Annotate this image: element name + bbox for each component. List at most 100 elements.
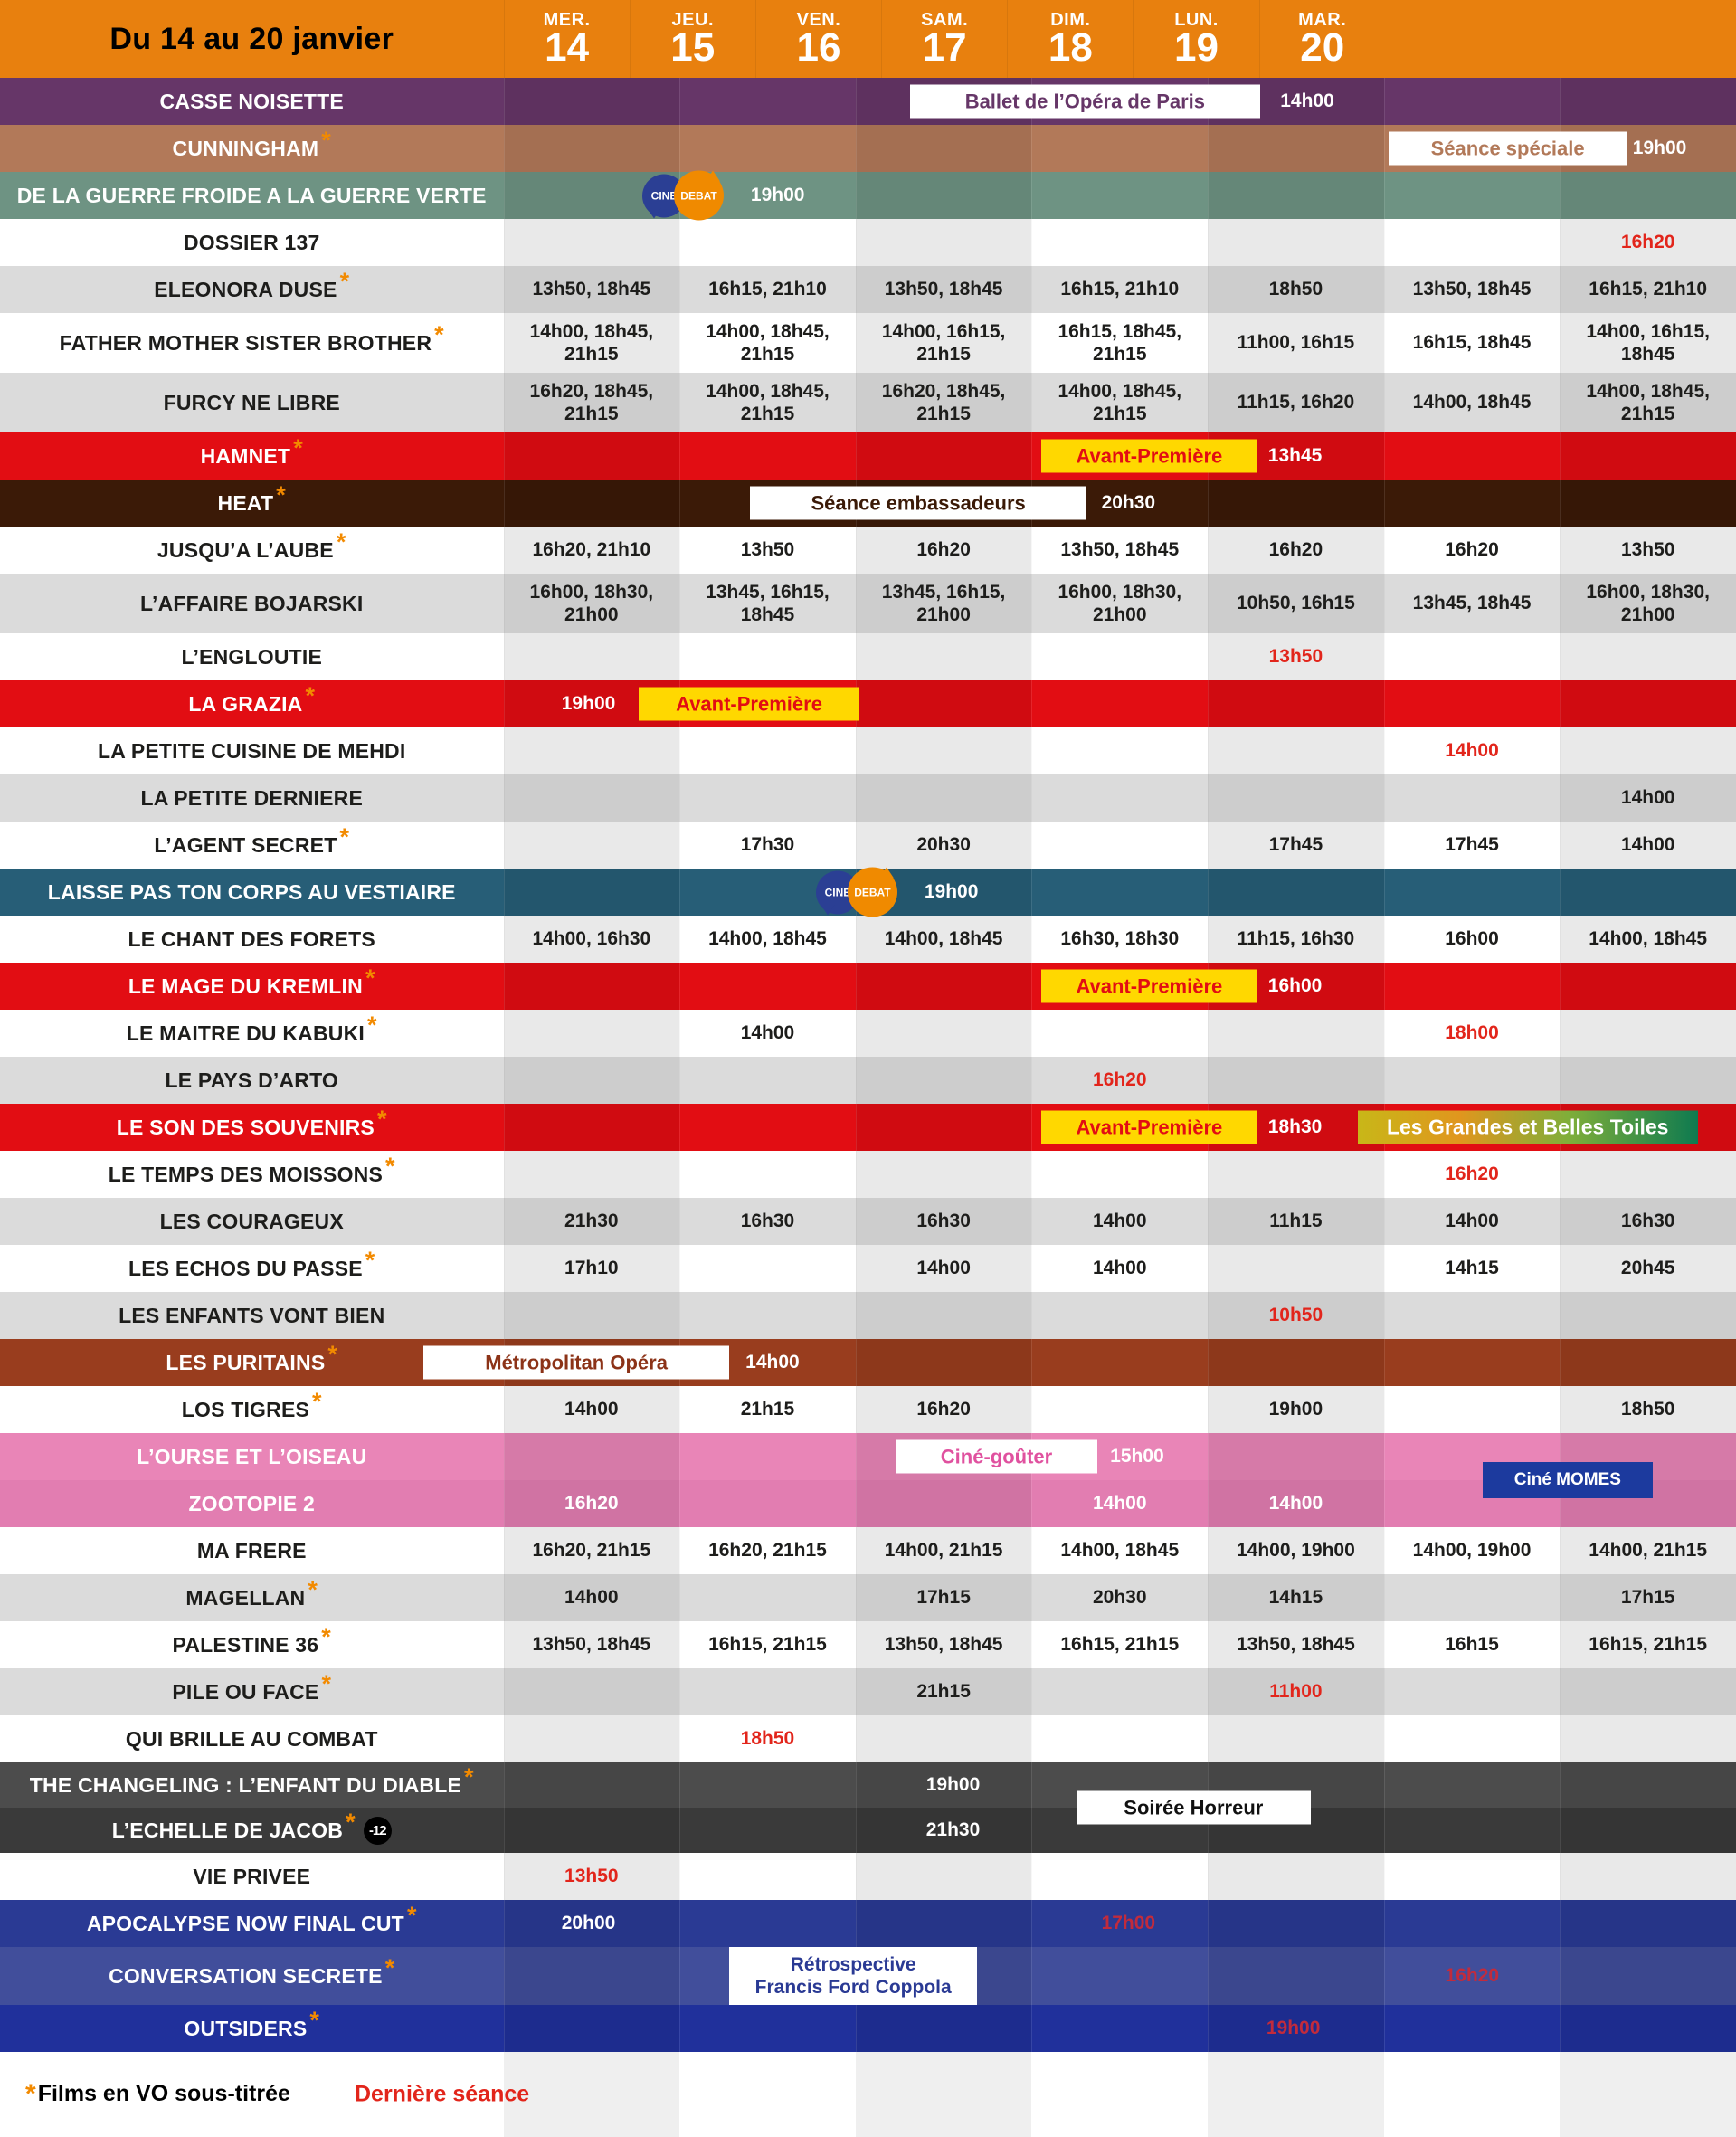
day-column [855, 1386, 1032, 1433]
day-number: 16 [796, 25, 841, 71]
footer-column-band [1208, 2052, 1384, 2137]
showtime-cell: 16h30, 18h30 [1060, 928, 1180, 950]
day-column [855, 1057, 1032, 1104]
day-column [1560, 78, 1736, 125]
showtime-cell: 16h20, 18h45, 21h15 [529, 380, 654, 424]
day-column [1031, 1668, 1208, 1715]
showtime: 14h00 [745, 1352, 800, 1372]
showtime-cell: 14h00, 16h15, 18h45 [1586, 320, 1710, 365]
day-column [1560, 313, 1736, 373]
showtime-cell: 16h00 [1445, 928, 1499, 950]
day-label: MAR. [1298, 10, 1347, 31]
day-column [1560, 1339, 1736, 1386]
movie-title: VIE PRIVEE [0, 1853, 504, 1900]
showtime-cell: 14h00, 18h45 [1589, 928, 1708, 950]
showtime-cell: 14h00 [564, 1399, 619, 1420]
day-column [503, 1480, 680, 1527]
day-column [1031, 1808, 1208, 1853]
movie-row: HEAT * Séance embassadeurs 20h30 [0, 480, 1736, 527]
day-column [1383, 2005, 1561, 2052]
day-column [503, 1947, 680, 2005]
movie-title-text: HEAT [217, 490, 274, 515]
showtime: 19h00 [925, 1774, 981, 1795]
showtime-cell: 16h15, 21h10 [1589, 279, 1708, 300]
day-column [1031, 963, 1208, 1010]
day-column [679, 1292, 856, 1339]
day-column [1560, 1853, 1736, 1900]
day-column [1560, 527, 1736, 574]
day-column [679, 1853, 856, 1900]
showtime-cell: 16h15, 21h10 [708, 279, 827, 300]
day-column [1560, 1151, 1736, 1198]
movie-row: CASSE NOISETTE Ballet de l’Opéra de Paris… [0, 78, 1736, 125]
day-column [1208, 822, 1384, 869]
day-column [1383, 1762, 1561, 1808]
day-column [679, 219, 856, 266]
day-column [1031, 774, 1208, 822]
day-column [503, 1853, 680, 1900]
movie-row: PILE OU FACE * 21h15 11h00 [0, 1668, 1736, 1715]
event-badge: Avant-Première [1041, 969, 1257, 1003]
day-column [1383, 1808, 1561, 1853]
movie-title: FURCY NE LIBRE [0, 373, 504, 432]
day-column [679, 432, 856, 480]
movie-title: DE LA GUERRE FROIDE A LA GUERRE VERTE [0, 172, 504, 219]
movie-row: CONVERSATION SECRETE * Rétrospective Franc… [0, 1947, 1736, 2005]
day-column [855, 1151, 1032, 1198]
day-column [1560, 1621, 1736, 1668]
day-column [1560, 432, 1736, 480]
day-column [679, 869, 856, 916]
day-column [503, 1386, 680, 1433]
day-column [855, 1010, 1032, 1057]
movie-title-text: ZOOTOPIE 2 [188, 1491, 316, 1515]
showtime-cell: 14h00 [916, 1258, 971, 1279]
rating-12-icon: -12 [363, 1816, 392, 1845]
movie-title-text: HAMNET [200, 443, 291, 468]
day-column [1031, 1900, 1208, 1947]
showtime-cell: 17h45 [1268, 834, 1323, 856]
movie-title: DOSSIER 137 [0, 219, 504, 266]
showtime-cell: 16h20 [1620, 232, 1675, 253]
day-label: SAM. [921, 10, 969, 31]
day-column [679, 1808, 856, 1853]
showtime-cell: 14h00, 16h30 [532, 928, 651, 950]
showtime-cell: 16h20 [564, 1493, 619, 1515]
showtime: 18h30 [1267, 1116, 1323, 1137]
showtime-cell: 14h00 [1268, 1493, 1323, 1515]
day-column [1383, 125, 1561, 172]
showtime-cell: 14h00, 16h15, 21h15 [881, 320, 1006, 365]
day-column [1208, 727, 1384, 774]
movie-title: LAISSE PAS TON CORPS AU VESTIAIRE [0, 869, 504, 916]
schedule-header: Du 14 au 20 janvier MER. 14 JEU. 15 VEN. 16 SA… [0, 0, 1736, 78]
day-column [1208, 1621, 1384, 1668]
movie-title: JUSQU’A L’AUBE * [157, 528, 346, 562]
movie-title-text: LES ENFANTS VONT BIEN [119, 1303, 385, 1327]
day-column [855, 1527, 1032, 1574]
movie-title: MAGELLAN * [185, 1576, 318, 1610]
asterisk-icon: * [25, 2079, 36, 2109]
day-column [1384, 1668, 1561, 1715]
day-column [855, 1808, 1032, 1853]
day-column [503, 1527, 680, 1574]
movie-title: LE TEMPS DES MOISSONS * [108, 1153, 395, 1186]
day-column [1384, 219, 1561, 266]
day-column [1560, 680, 1736, 727]
vo-legend-text: Films en VO sous-titrée [37, 2081, 290, 2106]
day-column [1560, 633, 1736, 680]
day-column [1031, 1010, 1208, 1057]
day-number: 15 [670, 25, 716, 71]
day-column [503, 633, 680, 680]
day-column [1208, 1151, 1384, 1198]
showtime-cell: 13h50, 18h45 [532, 279, 651, 300]
date-range-cell: Du 14 au 20 janvier [0, 0, 504, 78]
day-column [503, 373, 680, 432]
day-column [1208, 1574, 1384, 1621]
showtime-cell: 16h00, 18h30, 21h00 [1586, 581, 1710, 625]
movie-title-text: PALESTINE 36 [172, 1632, 319, 1657]
showtime-cell: 14h00, 18h45, 21h15 [706, 380, 830, 424]
showtime-cell: 20h30 [916, 834, 971, 856]
showtime: 19h00 [561, 693, 616, 714]
day-header-mer: MER. 14 [503, 0, 630, 78]
rows: CASSE NOISETTE Ballet de l’Opéra de Paris… [0, 78, 1736, 2052]
showtime-cell: 14h00, 18h45 [1412, 392, 1532, 413]
